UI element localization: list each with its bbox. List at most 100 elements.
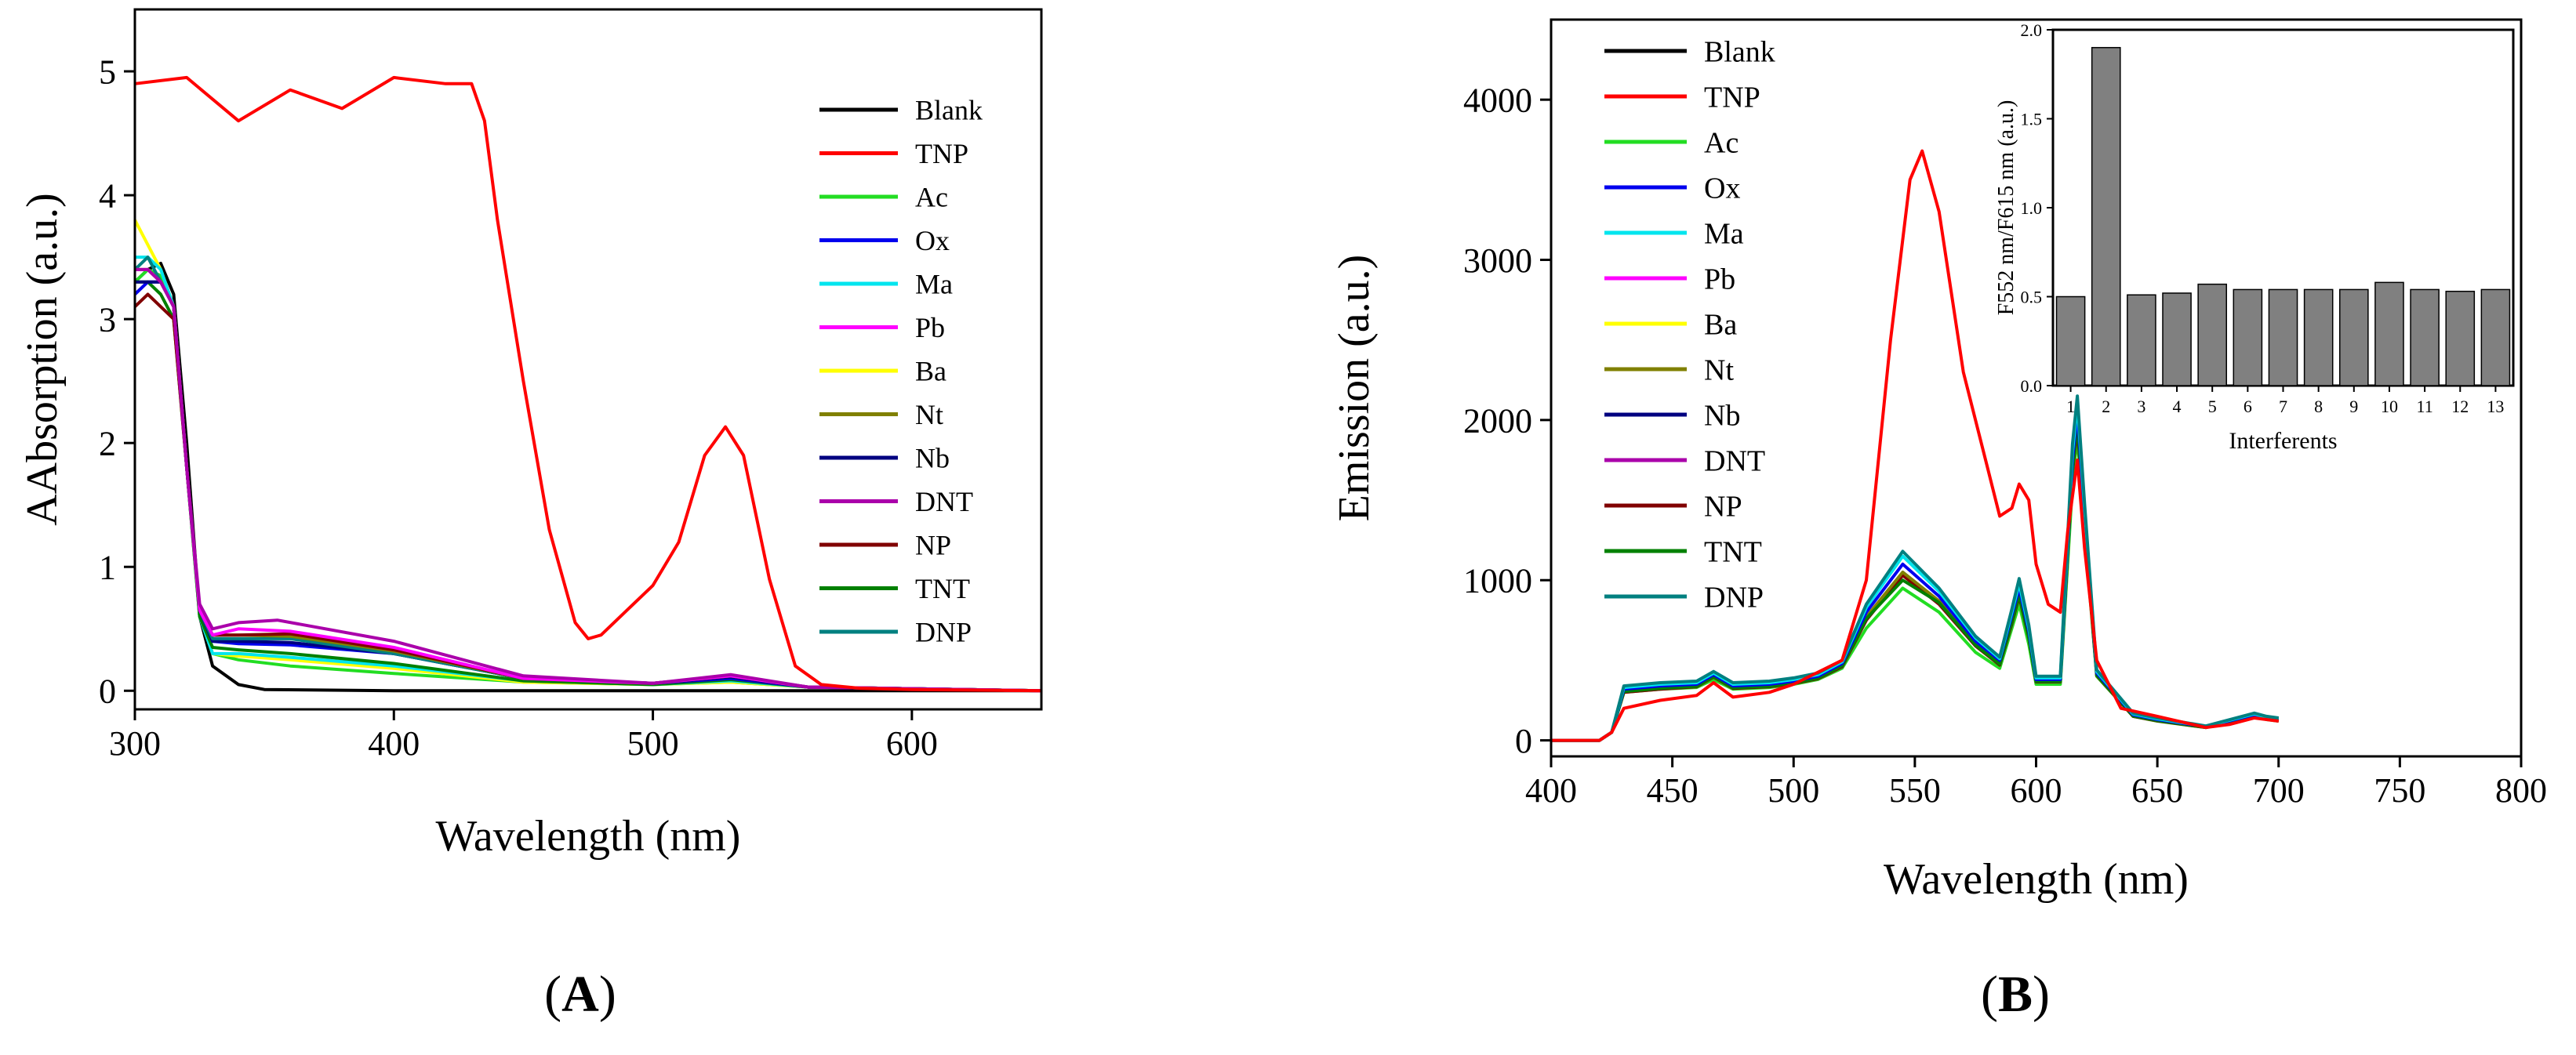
x-tick-label: 300 [109, 724, 161, 763]
inset-bar [2445, 290, 2476, 386]
legend-label-ox: Ox [915, 225, 950, 256]
inset-x-axis-label: Interferents [2229, 428, 2337, 454]
legend-label-nb: Nb [915, 443, 950, 474]
series-line-dnt [135, 267, 1042, 693]
legend-label-tnp: TNP [1704, 81, 1760, 114]
inset-x-tick-label: 10 [2381, 397, 2398, 416]
y-tick-label: 1000 [1463, 562, 1532, 600]
x-tick-label: 800 [2495, 771, 2547, 810]
plot-frame [133, 8, 1043, 711]
y-tick-label: 0 [1515, 722, 1532, 760]
legend-label-ba: Ba [915, 356, 946, 387]
legend-label-ac: Ac [915, 182, 948, 213]
inset-bar [2127, 294, 2156, 386]
inset-bar [2233, 288, 2263, 386]
legend-label-tnt: TNT [1704, 535, 1762, 568]
inset-x-tick-label: 5 [2208, 397, 2217, 416]
inset-bar [2410, 288, 2440, 386]
inset-x-tick-label: 11 [2417, 397, 2433, 416]
x-tick-label: 400 [1525, 771, 1577, 810]
y-tick-label: 2000 [1463, 401, 1532, 440]
series-line-pb [135, 267, 1042, 693]
inset-x-tick-label: 12 [2451, 397, 2469, 416]
series-line-nt [1551, 418, 2280, 742]
inset-y-tick-label: 1.5 [2021, 110, 2043, 129]
series-line-tnp [134, 75, 1042, 693]
legend-label-pb: Pb [915, 312, 945, 343]
series-line-dnp [1551, 394, 2280, 742]
panel-label-b-letter: B [1998, 966, 2033, 1023]
ratio-inset-bar-chart: 1 2 3 4 5 6 7 8 9 10 11 12 130.00.51.01.52.0Interfer… [1994, 20, 2515, 454]
legend-label-pb: Pb [1704, 263, 1735, 295]
series-line-np [1551, 426, 2280, 742]
x-tick-label: 400 [368, 724, 420, 763]
legend-label-np: NP [915, 530, 951, 561]
panel-label-a-letter: A [561, 966, 599, 1023]
inset-x-tick-label: 1 [2066, 397, 2075, 416]
inset-x-tick-label: 4 [2173, 397, 2182, 416]
series-line-tnp [1551, 149, 2280, 742]
legend-label-ox: Ox [1704, 172, 1740, 205]
y-axis-label: AAbsorption (a.u.) [18, 193, 67, 526]
legend-label-nt: Nt [915, 399, 943, 430]
inset-x-tick-label: 13 [2487, 397, 2504, 416]
inset-bar [2268, 288, 2298, 386]
legend-label-np: NP [1704, 490, 1742, 523]
x-tick-label: 500 [627, 724, 679, 763]
inset-bar [2055, 295, 2086, 386]
inset-bar [2480, 288, 2511, 386]
x-tick-label: 600 [886, 724, 938, 763]
x-axis-label: Wavelength (nm) [1884, 855, 2189, 904]
inset-y-tick-label: 0.0 [2021, 376, 2043, 396]
inset-bar [2338, 288, 2369, 386]
inset-y-tick-label: 2.0 [2021, 20, 2043, 40]
y-tick-label: 2 [99, 425, 116, 463]
y-tick-label: 3 [99, 301, 116, 339]
plot-frame [1550, 18, 2523, 758]
y-tick-label: 1 [99, 549, 116, 587]
series-line-ma [135, 256, 1042, 693]
legend-label-blank: Blank [915, 95, 983, 126]
x-tick-label: 500 [1768, 771, 1819, 810]
x-tick-label: 550 [1889, 771, 1941, 810]
inset-bar [2162, 292, 2192, 386]
inset-x-tick-label: 7 [2279, 397, 2287, 416]
panel-label-b: (B) [1981, 966, 2050, 1023]
legend-label-ac: Ac [1704, 126, 1739, 159]
series-line-nt [135, 267, 1042, 693]
legend-label-dnt: DNT [915, 486, 973, 517]
absorption-chart: 300 400 500 600 0 1 2 3 4 5 Wavelength (nm) AAbsorp… [18, 8, 1043, 861]
legend-label-tnp: TNP [915, 138, 968, 169]
legend-label-dnp: DNP [915, 617, 972, 648]
legend-label-tnt: TNT [915, 573, 970, 604]
inset-x-tick-label: 6 [2244, 397, 2252, 416]
x-axis-label: Wavelength (nm) [436, 812, 741, 861]
legend-label-ba: Ba [1704, 308, 1737, 341]
x-tick-label: 750 [2374, 771, 2425, 810]
legend-label-ma: Ma [1704, 217, 1744, 250]
y-axis-label: Emission (a.u.) [1330, 255, 1379, 522]
legend-label-dnp: DNP [1704, 581, 1764, 614]
inset-y-tick-label: 1.0 [2021, 198, 2043, 218]
x-tick-label: 700 [2253, 771, 2305, 810]
series-line-dnp [133, 256, 1042, 693]
inset-bar [2374, 281, 2404, 386]
y-tick-label: 4000 [1463, 82, 1532, 120]
y-tick-label: 0 [99, 673, 116, 711]
y-tick-label: 5 [99, 53, 116, 91]
series-line-ac [133, 267, 1042, 693]
inset-x-tick-label: 3 [2137, 397, 2145, 416]
inset-bar [2197, 283, 2228, 386]
inset-x-tick-label: 8 [2314, 397, 2323, 416]
panel-label-a: (A) [544, 966, 616, 1023]
x-tick-label: 650 [2131, 771, 2183, 810]
inset-bar [2091, 46, 2121, 386]
legend-label-ma: Ma [915, 269, 953, 300]
inset-bar [2303, 288, 2334, 386]
x-tick-label: 600 [2011, 771, 2062, 810]
legend-label-nb: Nb [1704, 399, 1740, 432]
inset-y-axis-label: F552 nm/F615 nm (a.u.) [1994, 100, 2018, 316]
legend-label-nt: Nt [1704, 353, 1734, 386]
legend-label-dnt: DNT [1704, 444, 1765, 477]
